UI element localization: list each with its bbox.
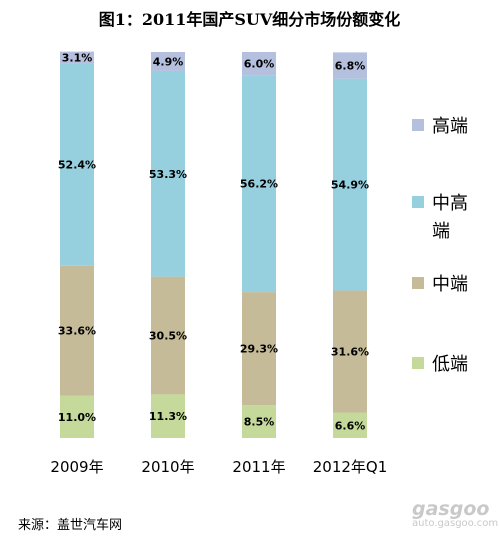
data-label: 29.3% <box>240 343 278 356</box>
data-label: 53.3% <box>149 168 187 181</box>
data-label: 56.2% <box>240 178 278 191</box>
bar-segment-3-3 <box>333 52 367 79</box>
bar-segment-0-3 <box>333 412 367 438</box>
data-label: 11.3% <box>149 410 187 423</box>
data-label: 6.6% <box>335 419 366 432</box>
bar-segment-0-0 <box>60 395 94 438</box>
legend-swatch <box>412 277 424 289</box>
data-label: 11.0% <box>58 411 96 424</box>
data-label: 30.5% <box>149 330 187 343</box>
legend-swatch <box>412 196 424 208</box>
x-tick-label: 2012年Q1 <box>313 458 388 476</box>
bar-segment-3-0 <box>60 51 94 64</box>
bar-segment-2-2 <box>242 75 276 293</box>
legend-label: 低端 <box>432 354 468 375</box>
bar-segment-2-3 <box>333 78 367 291</box>
x-tick-label: 2011年 <box>232 458 285 476</box>
bar-segment-1-3 <box>333 290 367 413</box>
legend-swatch <box>412 119 424 131</box>
data-label: 4.9% <box>153 55 184 68</box>
chart-title: 图1：2011年国产SUV细分市场份额变化 <box>98 10 401 29</box>
data-label: 8.5% <box>244 416 275 429</box>
watermark-url: auto.gasgoo.com <box>412 518 499 529</box>
data-label: 54.9% <box>331 179 369 192</box>
data-label: 6.0% <box>244 58 275 71</box>
gasgoo-watermark: gasgoo auto.gasgoo.com <box>412 498 499 532</box>
data-label: 6.8% <box>335 60 366 73</box>
legend-label: 高端 <box>432 116 468 137</box>
bar-segment-2-0 <box>60 63 94 266</box>
bar-segment-3-1 <box>151 52 185 71</box>
data-label: 3.1% <box>62 52 93 65</box>
bar-segment-1-0 <box>60 265 94 396</box>
watermark-logo: gasgoo <box>412 498 490 520</box>
bar-segment-0-2 <box>242 405 276 438</box>
legend-label: 中高 <box>432 193 468 214</box>
bar-segment-1-1 <box>151 276 185 395</box>
bar-segment-2-1 <box>151 70 185 277</box>
legend-swatch <box>412 357 424 369</box>
x-tick-label: 2009年 <box>50 458 103 476</box>
bar-segment-3-2 <box>242 52 276 76</box>
bar-segment-0-1 <box>151 394 185 438</box>
source-note: 来源：盖世汽车网 <box>18 518 123 533</box>
x-tick-label: 2010年 <box>141 458 194 476</box>
legend-label: 端 <box>432 221 450 242</box>
data-label: 31.6% <box>331 346 369 359</box>
legend-label: 中端 <box>432 274 468 295</box>
data-label: 33.6% <box>58 325 96 338</box>
bar-segment-1-2 <box>242 292 276 406</box>
data-label: 52.4% <box>58 159 96 172</box>
